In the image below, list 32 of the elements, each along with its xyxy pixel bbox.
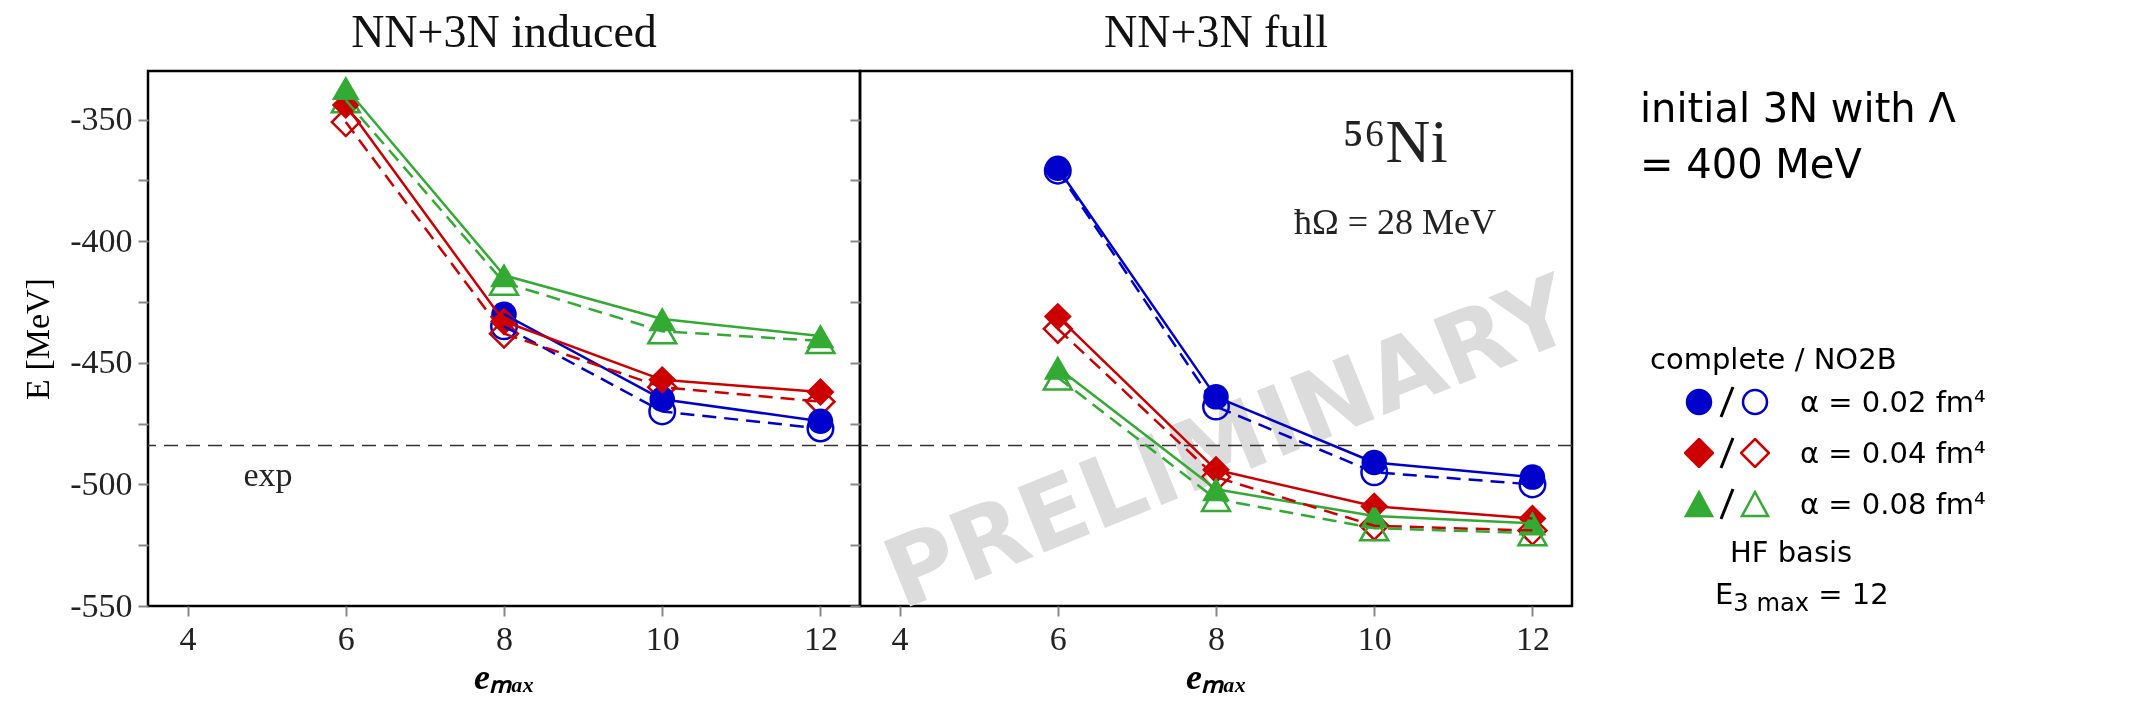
x-tick-label: 10	[645, 619, 680, 657]
x-tick-label: 6	[337, 619, 355, 657]
x-tick-label: 12	[803, 619, 838, 657]
x-axis-title: eₘₐₓ	[1186, 656, 1247, 697]
legend-label: α = 0.04 fm⁴	[1800, 435, 1986, 470]
y-axis-title: E [MeV]	[19, 278, 57, 400]
ref-line-label: exp	[243, 455, 293, 493]
x-tick-label: 8	[1208, 619, 1225, 657]
x-tick-label: 4	[891, 619, 909, 657]
chart-title: NN+3N induced	[351, 6, 657, 57]
annotation: ħΩ = 28 MeV	[1293, 202, 1497, 242]
legend-label: α = 0.08 fm⁴	[1800, 486, 1986, 521]
point	[806, 378, 835, 406]
annotation: ⁵⁶Ni	[1342, 107, 1448, 175]
x-tick-label: 10	[1357, 619, 1392, 657]
x-axis-title: eₘₐₓ	[474, 656, 535, 697]
y-tick-label: -550	[70, 586, 133, 624]
point	[807, 408, 834, 434]
x-tick-label: 8	[496, 619, 513, 657]
legend-label: α = 0.02 fm⁴	[1800, 384, 1986, 419]
chart-title: NN+3N full	[1104, 6, 1328, 57]
y-tick-label: -350	[70, 100, 133, 138]
text: E$_{3 max}$ = 12	[1715, 577, 1890, 617]
x-tick-label: 4	[179, 619, 197, 657]
legend-title: complete / NO2B	[1650, 342, 1898, 376]
y-tick-label: -400	[70, 221, 133, 259]
text: HF basis	[1730, 535, 1854, 569]
x-tick-label: 12	[1515, 619, 1550, 657]
x-tick-label: 6	[1049, 619, 1067, 657]
y-tick-label: -450	[70, 343, 133, 381]
y-tick-label: -500	[70, 464, 133, 502]
text: initial 3N with Λ = 400 MeV	[1640, 84, 1957, 189]
